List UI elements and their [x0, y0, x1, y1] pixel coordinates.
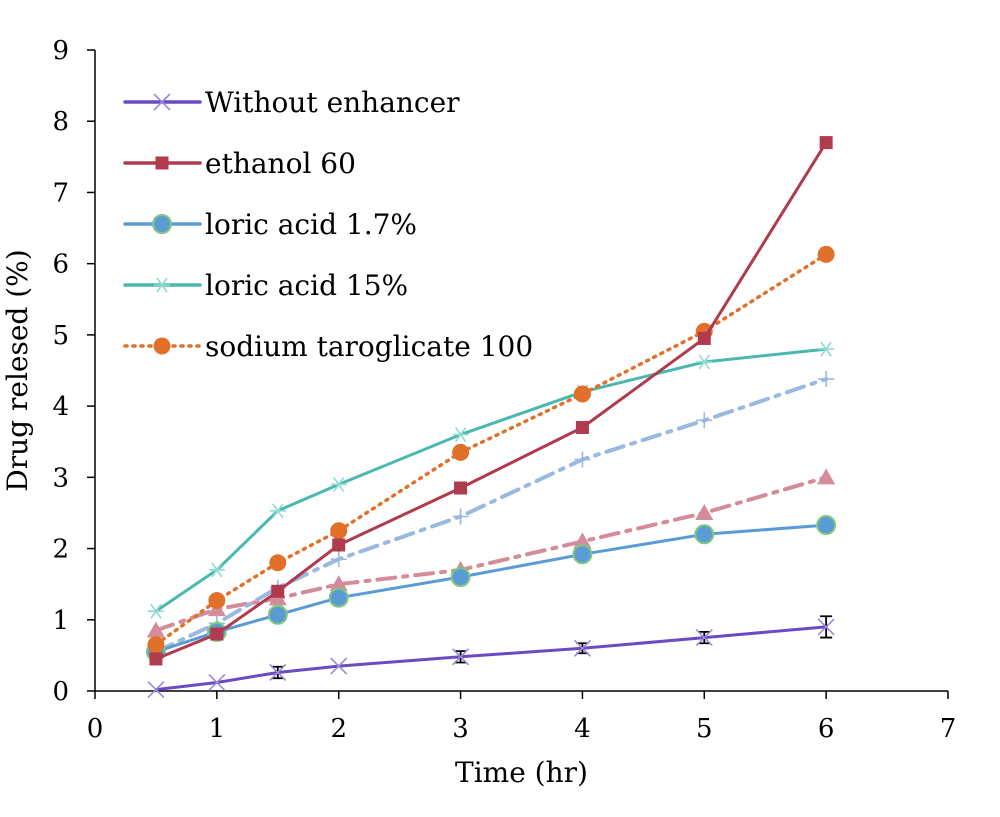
- x-tick-label: 5: [696, 714, 713, 744]
- y-tick-label: 1: [52, 606, 69, 636]
- x-tick-label: 4: [574, 714, 591, 744]
- legend-item: ethanol 60: [123, 147, 356, 180]
- series-4: [147, 245, 835, 654]
- data-point: [573, 385, 591, 403]
- data-point: [147, 636, 165, 654]
- data-point: [574, 451, 591, 468]
- data-point: [149, 652, 163, 666]
- legend-item: Without enhancer: [123, 86, 460, 119]
- data-point: [817, 245, 835, 263]
- legend-label: sodium taroglicate 100: [205, 330, 533, 363]
- x-axis-ticks: 0 1 2 3 4 5 6 7: [87, 691, 957, 744]
- series-5: [147, 371, 835, 660]
- y-tick-label: 5: [52, 321, 69, 351]
- data-point: [696, 354, 713, 370]
- series-1: [149, 136, 833, 666]
- legend-label: Without enhancer: [205, 86, 460, 119]
- data-point: [271, 584, 285, 598]
- series-line: [154, 625, 828, 692]
- x-tick-label: 2: [330, 714, 347, 744]
- data-point: [818, 371, 835, 388]
- data-point: [208, 592, 226, 610]
- data-point: [452, 648, 470, 666]
- data-point: [328, 587, 349, 608]
- data-point: [452, 427, 469, 443]
- data-point: [818, 341, 835, 357]
- data-point: [269, 663, 287, 682]
- x-tick-label: 1: [209, 714, 226, 744]
- data-point: [269, 554, 287, 572]
- series-line: [153, 475, 829, 633]
- legend-item: sodium taroglicate 100: [123, 330, 533, 363]
- data-point: [817, 468, 836, 485]
- y-tick-label: 8: [52, 107, 69, 137]
- data-point: [332, 538, 346, 552]
- axes: [94, 50, 948, 692]
- data-point: [208, 562, 225, 578]
- data-point: [330, 522, 348, 540]
- legend-swatch-marker: [155, 156, 169, 170]
- legend-label: loric acid 1.7%: [205, 208, 417, 241]
- data-point: [452, 443, 470, 461]
- y-tick-label: 0: [52, 677, 69, 707]
- legend-label: ethanol 60: [205, 147, 356, 180]
- data-point: [575, 420, 589, 434]
- data-point: [695, 503, 714, 520]
- data-point: [329, 575, 348, 592]
- data-point: [147, 603, 164, 619]
- y-axis-ticks: 0 1 2 3 4 5 6 7 8 9: [52, 36, 95, 707]
- y-tick-label: 7: [52, 178, 69, 208]
- legend-item: loric acid 1.7%: [123, 208, 417, 241]
- data-point: [450, 567, 471, 588]
- data-point: [146, 621, 165, 638]
- data-point: [330, 551, 347, 568]
- series-line: [154, 252, 828, 647]
- legend-swatch-marker: [154, 277, 170, 293]
- series-0: [147, 615, 835, 699]
- x-tick-label: 3: [452, 714, 469, 744]
- data-point: [454, 481, 468, 495]
- data-point: [695, 629, 713, 647]
- data-point: [269, 503, 286, 519]
- y-axis-title: Drug relesed (%): [1, 249, 34, 491]
- data-point: [330, 657, 348, 675]
- data-point: [694, 524, 715, 545]
- series-3: [147, 341, 835, 619]
- y-tick-label: 3: [52, 463, 69, 493]
- legend-item: loric acid 15%: [123, 269, 408, 302]
- series-line: [154, 141, 828, 661]
- data-point: [573, 532, 592, 549]
- data-point: [147, 681, 165, 699]
- legend-swatch-marker: [153, 93, 171, 111]
- data-point: [817, 618, 835, 636]
- y-tick-label: 6: [52, 250, 69, 280]
- data-point: [697, 331, 711, 345]
- series-line: [153, 377, 829, 654]
- data-point: [267, 604, 288, 625]
- x-tick-label: 7: [940, 714, 957, 744]
- data-point: [572, 544, 593, 565]
- y-tick-label: 4: [52, 392, 69, 422]
- series-layer: [145, 136, 837, 699]
- data-point: [819, 136, 833, 150]
- data-point: [210, 627, 224, 641]
- legend: Without enhancer ethanol 60 loric acid 1.7…: [123, 86, 533, 363]
- y-tick-label: 2: [52, 535, 69, 565]
- x-tick-label: 0: [87, 714, 104, 744]
- series-line: [154, 523, 828, 654]
- data-point: [696, 412, 713, 429]
- x-tick-label: 6: [818, 714, 835, 744]
- legend-swatch-marker: [152, 214, 172, 234]
- legend-swatch-marker: [153, 337, 171, 355]
- data-point: [452, 508, 469, 525]
- legend-label: loric acid 15%: [205, 269, 408, 302]
- y-tick-label: 9: [52, 36, 69, 66]
- data-point: [330, 476, 347, 492]
- series-line: [154, 347, 828, 613]
- data-point: [208, 673, 226, 692]
- data-point: [573, 639, 591, 657]
- data-point: [816, 515, 837, 536]
- x-axis-title: Time (hr): [455, 756, 588, 789]
